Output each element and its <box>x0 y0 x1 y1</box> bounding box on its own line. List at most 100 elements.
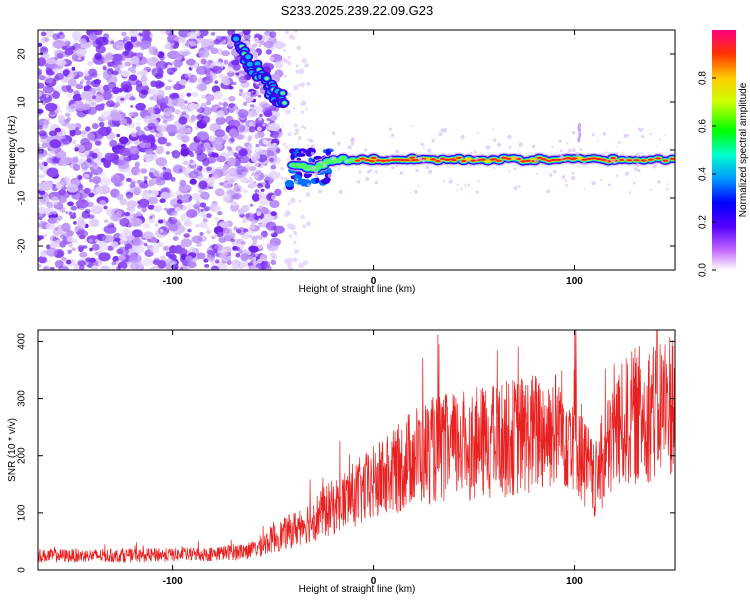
noise-blob <box>110 176 122 184</box>
noise-blob <box>241 204 250 213</box>
noise-blob <box>238 75 248 84</box>
noise-blob <box>124 230 133 237</box>
noise-blob <box>131 178 137 182</box>
track-blob <box>444 158 451 161</box>
noise-blob <box>119 136 129 145</box>
noise-blob <box>94 140 102 146</box>
noise-blob <box>66 183 79 193</box>
noise-blob <box>179 79 187 86</box>
noise-blob <box>97 90 105 97</box>
noise-blob <box>399 171 404 175</box>
noise-blob <box>460 134 465 140</box>
noise-blob <box>38 206 46 215</box>
noise-blob <box>566 142 569 145</box>
noise-blob <box>178 129 186 136</box>
noise-blob <box>310 144 315 149</box>
noise-blob <box>254 267 260 270</box>
noise-blob <box>126 195 132 200</box>
track-blob <box>524 159 531 162</box>
track-blob <box>394 158 401 161</box>
noise-blob <box>198 49 210 58</box>
noise-blob <box>179 104 188 110</box>
noise-blob <box>143 115 155 124</box>
noise-blob <box>533 159 537 163</box>
noise-blob <box>100 103 105 107</box>
noise-blob <box>124 87 129 92</box>
noise-blob <box>199 232 204 236</box>
noise-blob <box>84 208 91 214</box>
noise-blob <box>211 235 216 240</box>
noise-blob <box>144 180 148 184</box>
track-blob <box>484 159 492 163</box>
noise-blob <box>71 31 82 40</box>
noise-blob <box>230 138 235 142</box>
noise-blob <box>575 151 580 156</box>
noise-blob <box>154 73 164 79</box>
noise-blob <box>564 179 568 182</box>
noise-blob <box>53 110 59 115</box>
noise-blob <box>427 148 432 153</box>
noise-blob <box>126 200 138 209</box>
noise-blob <box>251 112 254 116</box>
noise-blob <box>239 88 244 93</box>
y-tick-label: 0 <box>17 147 28 153</box>
noise-blob <box>196 201 201 206</box>
noise-blob <box>635 152 640 158</box>
noise-blob <box>269 31 277 38</box>
noise-blob <box>247 89 259 98</box>
noise-blob <box>45 67 52 74</box>
noise-blob <box>154 223 159 227</box>
noise-blob <box>264 209 272 215</box>
noise-blob <box>256 126 262 132</box>
noise-blob <box>66 259 72 265</box>
noise-blob <box>296 143 299 145</box>
track-blob <box>245 54 252 60</box>
noise-blob <box>109 112 122 121</box>
noise-blob <box>75 199 90 209</box>
noise-blob <box>217 211 223 216</box>
noise-blob <box>200 102 207 109</box>
noise-blob <box>38 91 42 98</box>
noise-blob <box>145 158 151 163</box>
noise-blob <box>548 173 553 177</box>
noise-blob <box>625 155 628 158</box>
noise-blob <box>227 39 232 43</box>
noise-blob <box>369 169 373 172</box>
noise-blob <box>171 210 178 217</box>
noise-blob <box>81 103 91 110</box>
noise-blob <box>294 30 298 33</box>
noise-blob <box>431 139 435 143</box>
noise-blob <box>157 260 167 269</box>
noise-blob <box>218 101 223 106</box>
noise-blob <box>88 192 95 198</box>
track-blob <box>264 77 269 80</box>
noise-blob <box>235 124 246 133</box>
noise-blob <box>124 62 132 67</box>
noise-blob <box>165 97 178 107</box>
track-blob <box>610 157 617 160</box>
noise-blob <box>282 142 287 147</box>
colorbar-tick-label: 0.4 <box>698 167 709 181</box>
noise-blob <box>103 219 109 223</box>
noise-blob <box>93 30 103 36</box>
noise-blob <box>61 222 71 232</box>
noise-blob <box>578 155 581 158</box>
noise-blob <box>206 94 215 102</box>
noise-blob <box>225 79 231 85</box>
noise-blob <box>485 145 491 150</box>
noise-blob <box>249 178 254 184</box>
noise-blob <box>139 40 152 49</box>
noise-blob <box>45 30 55 38</box>
noise-blob <box>551 145 554 148</box>
noise-blob <box>141 193 147 199</box>
noise-blob <box>136 179 142 184</box>
noise-blob <box>52 91 60 100</box>
noise-blob <box>243 249 248 254</box>
noise-blob <box>165 151 170 155</box>
noise-blob <box>92 152 98 159</box>
track-blob <box>491 158 498 161</box>
noise-blob <box>188 102 197 111</box>
noise-blob <box>215 259 220 264</box>
noise-blob <box>583 188 586 191</box>
noise-blob <box>226 189 235 195</box>
